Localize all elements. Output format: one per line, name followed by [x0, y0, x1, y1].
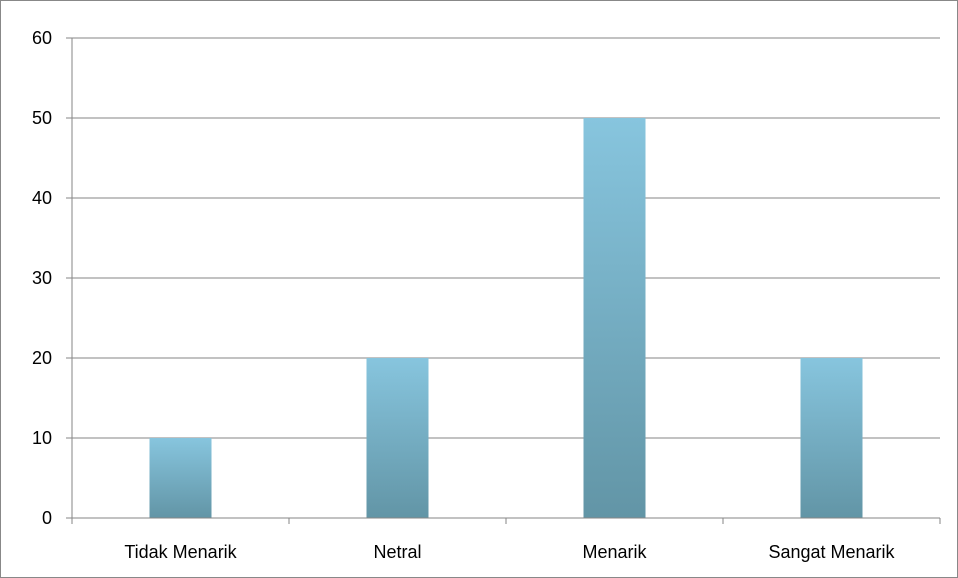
- bar-sangat-menarik: [800, 358, 863, 518]
- x-category-label-sangat-menarik: Sangat Menarik: [768, 542, 895, 562]
- x-category-label-menarik: Menarik: [582, 542, 647, 562]
- x-category-label-tidak-menarik: Tidak Menarik: [124, 542, 237, 562]
- bar-netral: [366, 358, 429, 518]
- y-tick-label-0: 0: [42, 508, 52, 528]
- y-tick-label-60: 60: [32, 28, 52, 48]
- gridlines: [72, 37, 940, 439]
- x-category-label-netral: Netral: [373, 542, 421, 562]
- labels: 0 10 20 30 40 50 60 Tidak Menarik Netral Menarik S…: [32, 28, 896, 562]
- y-tick-label-30: 30: [32, 268, 52, 288]
- bar-menarik: [583, 118, 646, 518]
- y-tick-label-50: 50: [32, 108, 52, 128]
- bars: [149, 118, 863, 518]
- y-tick-label-40: 40: [32, 188, 52, 208]
- y-tick-label-20: 20: [32, 348, 52, 368]
- bar-tidak-menarik: [149, 438, 212, 518]
- y-tick-label-10: 10: [32, 428, 52, 448]
- axes: [66, 37, 941, 524]
